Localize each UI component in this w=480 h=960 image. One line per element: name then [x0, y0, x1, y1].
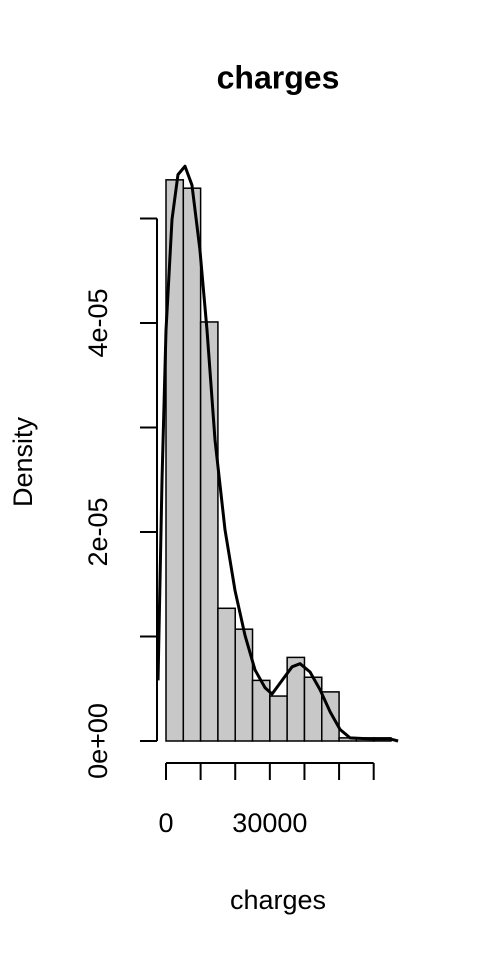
bar — [199, 321, 219, 742]
x-tick-label: 30000 — [232, 808, 307, 838]
bar — [217, 607, 236, 742]
bar — [269, 695, 288, 742]
y-tick-label: 2e-05 — [83, 497, 113, 566]
y-axis-label: Density — [8, 416, 38, 507]
y-tick-label: 0e+00 — [83, 703, 113, 779]
chart-title: charges — [217, 59, 340, 95]
bar — [182, 187, 202, 742]
x-axis-label: charges — [230, 885, 326, 915]
density-line — [156, 164, 399, 743]
bar — [234, 628, 254, 742]
y-tick-label: 4e-05 — [83, 288, 113, 357]
x-tick-label: 0 — [158, 808, 173, 838]
